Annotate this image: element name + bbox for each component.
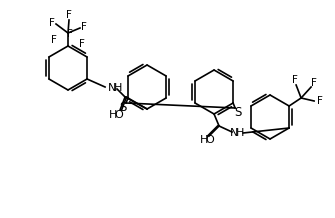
Text: F: F — [79, 39, 85, 49]
Text: O: O — [206, 135, 214, 145]
Text: H: H — [114, 83, 122, 93]
Text: N: N — [230, 128, 238, 138]
Text: S: S — [234, 106, 242, 119]
Text: F: F — [66, 10, 72, 20]
Text: H: H — [236, 128, 244, 138]
Text: S: S — [119, 100, 127, 114]
Text: F: F — [49, 18, 55, 28]
Text: F: F — [51, 35, 57, 45]
Text: H: H — [109, 110, 117, 120]
Text: F: F — [292, 75, 298, 85]
Text: F: F — [81, 22, 87, 32]
Text: F: F — [311, 78, 317, 88]
Text: O: O — [115, 110, 123, 120]
Text: F: F — [317, 96, 323, 106]
Text: F: F — [67, 29, 73, 39]
Text: N: N — [108, 83, 117, 93]
Text: H: H — [200, 135, 208, 145]
